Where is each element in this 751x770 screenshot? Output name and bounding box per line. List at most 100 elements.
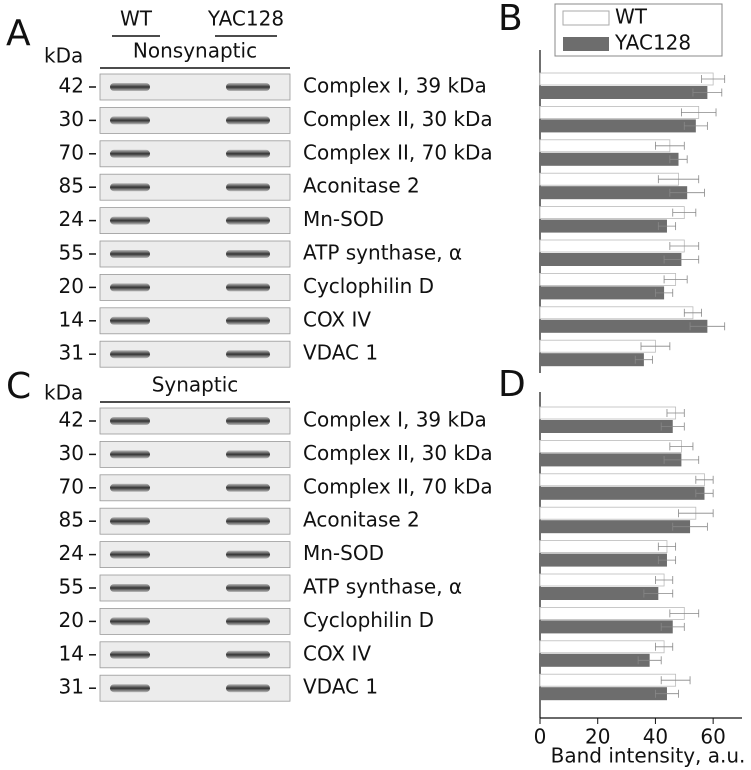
band: [226, 650, 270, 659]
error-bar: [695, 489, 714, 498]
kda-marker: 30: [59, 441, 84, 465]
kda-marker: 42: [59, 74, 84, 98]
band: [226, 550, 270, 559]
band: [110, 417, 150, 425]
band: [226, 617, 270, 626]
error-bar: [634, 355, 653, 364]
band: [110, 483, 150, 492]
error-bar: [660, 622, 685, 631]
band: [110, 283, 150, 292]
band: [226, 350, 270, 359]
band: [110, 450, 150, 459]
legend-swatch: [563, 37, 609, 51]
protein-name: Complex II, 30 kDa: [303, 107, 493, 131]
kda-marker: 20: [59, 274, 84, 298]
kda-marker: 24: [59, 207, 84, 231]
error-bar: [695, 475, 714, 484]
bar: [540, 687, 667, 701]
group-label: WT: [120, 7, 153, 31]
x-tick-label: 20: [585, 725, 610, 749]
error-bar: [637, 656, 662, 665]
bar: [540, 152, 679, 166]
bar: [540, 653, 650, 667]
band: [226, 483, 270, 492]
bar: [539, 540, 668, 553]
bar: [539, 506, 697, 520]
band: [226, 517, 270, 526]
error-bar: [683, 308, 702, 317]
band: [110, 350, 150, 359]
error-bar: [663, 255, 700, 264]
bar: [539, 439, 682, 453]
error-bar: [657, 222, 677, 231]
unit-label: kDa: [44, 381, 83, 405]
bar: [540, 520, 691, 534]
bar: [539, 673, 677, 687]
band: [226, 116, 270, 125]
panel-letter: A: [6, 13, 31, 54]
bar: [539, 306, 694, 320]
x-axis-label: Band intensity, a.u.: [551, 744, 746, 768]
panel-letter: C: [6, 366, 31, 407]
kda-marker: 20: [59, 608, 84, 632]
protein-name: Cyclophilin D: [303, 608, 434, 632]
error-bar: [669, 442, 694, 451]
bar: [539, 406, 677, 420]
protein-name: Mn-SOD: [303, 541, 384, 565]
protein-name: ATP synthase, α: [303, 241, 462, 265]
error-bar: [663, 455, 700, 464]
protein-name: Complex I, 39 kDa: [303, 408, 487, 432]
error-bar: [643, 589, 674, 598]
kda-marker: 14: [59, 641, 84, 665]
fraction-label: Synaptic: [152, 373, 239, 397]
x-tick-label: 60: [700, 725, 725, 749]
band: [226, 216, 270, 225]
kda-marker: 85: [59, 508, 84, 532]
band: [110, 684, 150, 693]
bar: [539, 206, 685, 220]
bar: [540, 587, 659, 600]
bar: [539, 239, 685, 253]
error-bar: [663, 275, 688, 284]
band: [226, 584, 270, 592]
error-bar: [669, 155, 688, 164]
bar: [539, 106, 700, 119]
band: [226, 316, 270, 325]
error-bar: [655, 288, 674, 297]
group-label: YAC128: [207, 7, 284, 31]
bar: [540, 219, 667, 233]
protein-name: VDAC 1: [303, 675, 378, 699]
band: [110, 316, 150, 325]
bar: [539, 272, 677, 286]
protein-name: Complex II, 30 kDa: [303, 441, 493, 465]
protein-name: Mn-SOD: [303, 207, 384, 231]
bar: [540, 186, 688, 200]
error-bar: [678, 509, 714, 518]
bar: [540, 119, 696, 133]
band: [110, 650, 150, 659]
kda-marker: 24: [59, 541, 84, 565]
protein-name: COX IV: [303, 641, 371, 665]
band: [226, 83, 270, 91]
protein-name: ATP synthase, α: [303, 575, 462, 599]
band: [226, 283, 270, 292]
bar: [540, 253, 682, 266]
band: [110, 517, 150, 526]
kda-marker: 42: [59, 408, 84, 432]
band: [226, 250, 270, 258]
protein-name: VDAC 1: [303, 341, 378, 365]
error-bar: [669, 188, 705, 197]
legend-label: WT: [615, 5, 648, 29]
band: [226, 417, 270, 425]
bar: [540, 353, 644, 367]
error-bar: [660, 422, 685, 431]
error-bar: [655, 689, 679, 698]
protein-name: Complex I, 39 kDa: [303, 74, 487, 98]
kda-marker: 31: [59, 341, 84, 365]
fraction-label: Nonsynaptic: [133, 39, 257, 63]
bar: [540, 319, 708, 333]
legend-swatch: [562, 10, 610, 26]
band: [110, 83, 150, 91]
band: [226, 149, 270, 158]
